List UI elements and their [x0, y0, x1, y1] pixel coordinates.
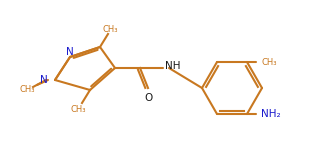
Text: CH₃: CH₃	[19, 84, 35, 93]
Text: N: N	[40, 75, 48, 85]
Text: CH₃: CH₃	[261, 58, 277, 67]
Text: O: O	[144, 93, 152, 103]
Text: N: N	[66, 47, 74, 57]
Text: CH₃: CH₃	[70, 104, 86, 114]
Text: NH: NH	[165, 61, 180, 71]
Text: CH₃: CH₃	[102, 24, 118, 34]
Text: NH₂: NH₂	[261, 109, 281, 119]
